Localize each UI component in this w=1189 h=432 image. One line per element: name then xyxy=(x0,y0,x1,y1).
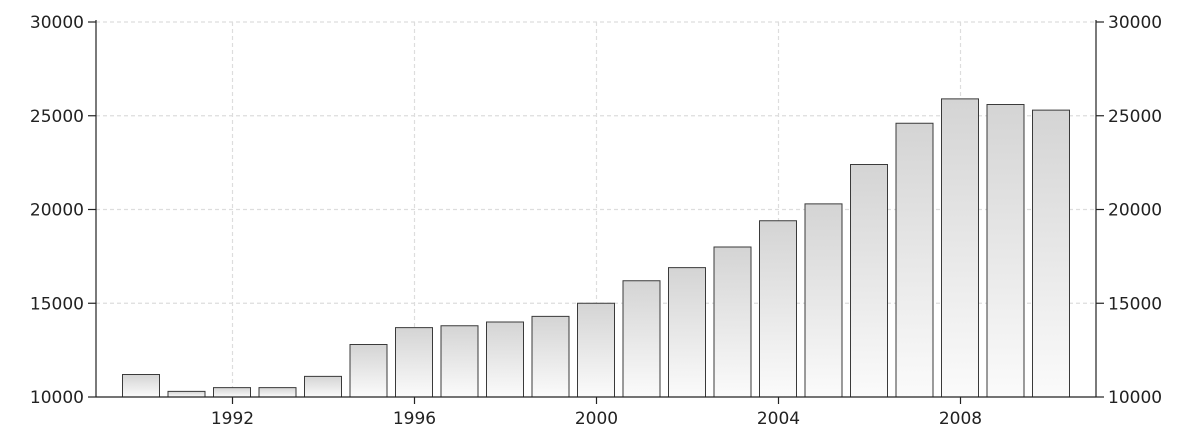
y-tick-label-right: 15000 xyxy=(1108,294,1162,314)
bar xyxy=(622,280,661,398)
bar xyxy=(759,220,797,398)
bar xyxy=(986,104,1025,398)
bar xyxy=(122,374,160,398)
bar xyxy=(531,315,570,398)
bar xyxy=(577,302,615,398)
bar xyxy=(167,390,206,398)
x-tick-label: 2000 xyxy=(575,409,618,429)
tick-labels: 10000 10000 15000 15000 20000 20000 25000 25000… xyxy=(30,13,1162,429)
x-tick-label: 2004 xyxy=(757,409,800,429)
bar xyxy=(850,164,888,398)
y-tick-label-left: 30000 xyxy=(30,13,84,33)
bar xyxy=(1032,109,1070,398)
x-tick-label: 2008 xyxy=(939,409,982,429)
bar xyxy=(486,321,524,398)
bar xyxy=(258,387,297,398)
y-tick-label-right: 30000 xyxy=(1108,13,1162,33)
bar xyxy=(941,98,979,398)
bar xyxy=(668,267,706,398)
y-tick-label-left: 10000 xyxy=(30,388,84,408)
y-tick-label-right: 25000 xyxy=(1108,107,1162,127)
bar xyxy=(804,203,843,398)
y-tick-label-left: 20000 xyxy=(30,201,84,221)
bar xyxy=(304,375,342,398)
y-tick-label-right: 20000 xyxy=(1108,201,1162,221)
bar xyxy=(213,387,251,398)
bar xyxy=(895,122,934,398)
bar xyxy=(440,325,479,398)
y-tick-label-left: 25000 xyxy=(30,107,84,127)
bar xyxy=(395,327,433,398)
bar xyxy=(713,246,752,398)
axes xyxy=(88,20,1104,404)
y-tick-label-right: 10000 xyxy=(1108,388,1162,408)
bars xyxy=(122,98,1070,398)
y-tick-label-left: 15000 xyxy=(30,294,84,314)
x-tick-label: 1996 xyxy=(393,409,436,429)
bar xyxy=(349,344,388,398)
x-tick-label: 1992 xyxy=(211,409,254,429)
